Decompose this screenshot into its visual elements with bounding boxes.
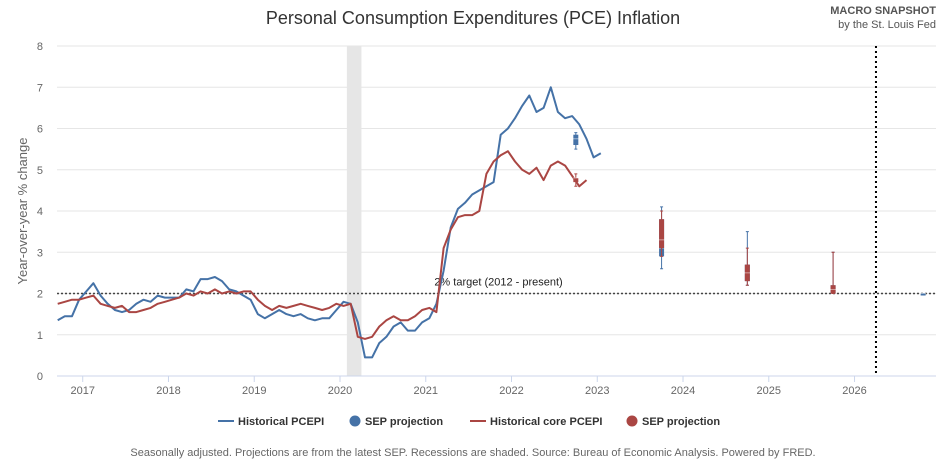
x-tick-label: 2021 [414, 385, 438, 397]
y-tick-label: 4 [37, 206, 43, 218]
legend[interactable]: Historical PCEPI SEP projection Historical… [218, 415, 721, 429]
legend-item[interactable]: Historical core PCEPI [470, 416, 603, 428]
sep-box [573, 134, 579, 145]
y-tick-label: 7 [37, 82, 43, 94]
x-tick-label: 2025 [757, 385, 781, 397]
sep-projection-marker[interactable] [658, 210, 665, 257]
x-tick-label: 2022 [499, 385, 523, 397]
y-tick-label: 2 [37, 289, 43, 301]
brand-subtitle: by the St. Louis Fed [838, 19, 936, 31]
brand-name: MACRO SNAPSHOT [830, 5, 936, 17]
sep-projection-marker[interactable] [830, 251, 837, 294]
sep-box [573, 178, 579, 183]
legend-dot-swatch [349, 415, 361, 427]
axis-layer: 0 1 2 3 4 5 6 7 8 2017 2018 2019 2020 2021 2022 2023 202… [37, 41, 936, 397]
x-tick-label: 2020 [328, 385, 352, 397]
legend-item[interactable]: Historical PCEPI [218, 416, 324, 428]
legend-label: SEP projection [365, 416, 443, 428]
legend-dot-swatch [626, 415, 638, 427]
x-tick-label: 2019 [242, 385, 266, 397]
y-tick-label: 8 [37, 41, 43, 53]
target-label: 2% target (2012 - present) [434, 277, 562, 289]
y-tick-label: 1 [37, 330, 43, 342]
core-pcepi-series-line[interactable] [57, 150, 588, 340]
legend-label: Historical core PCEPI [490, 416, 603, 428]
legend-item[interactable]: SEP projection [626, 415, 721, 429]
pcepi-series-line[interactable] [57, 86, 602, 359]
target-layer: 2% target (2012 - present) [57, 46, 936, 376]
legend-label: SEP projection [642, 416, 720, 428]
chart-title: Personal Consumption Expenditures (PCE) … [266, 8, 680, 28]
y-tick-label: 0 [37, 371, 43, 383]
legend-item[interactable]: SEP projection [349, 415, 444, 429]
footer-note: Seasonally adjusted. Projections are fro… [130, 447, 815, 459]
y-axis-label: Year-over-year % change [15, 138, 30, 285]
sep-projection-marker[interactable] [920, 293, 927, 296]
legend-label: Historical PCEPI [238, 416, 324, 428]
projection-layer[interactable] [572, 132, 927, 296]
y-tick-label: 6 [37, 124, 43, 136]
y-tick-label: 5 [37, 165, 43, 177]
sep-projection-marker[interactable] [744, 247, 751, 286]
sep-projection-marker[interactable] [572, 132, 579, 150]
sep-box [659, 219, 665, 249]
series-layer[interactable] [57, 86, 602, 359]
x-tick-label: 2026 [842, 385, 866, 397]
x-tick-label: 2024 [671, 385, 695, 397]
x-tick-label: 2018 [156, 385, 180, 397]
x-tick-label: 2017 [70, 385, 94, 397]
x-tick-label: 2023 [585, 385, 609, 397]
y-tick-label: 3 [37, 247, 43, 259]
sep-projection-marker[interactable] [572, 173, 579, 187]
sep-box [920, 293, 926, 296]
grid-layer [57, 45, 936, 336]
